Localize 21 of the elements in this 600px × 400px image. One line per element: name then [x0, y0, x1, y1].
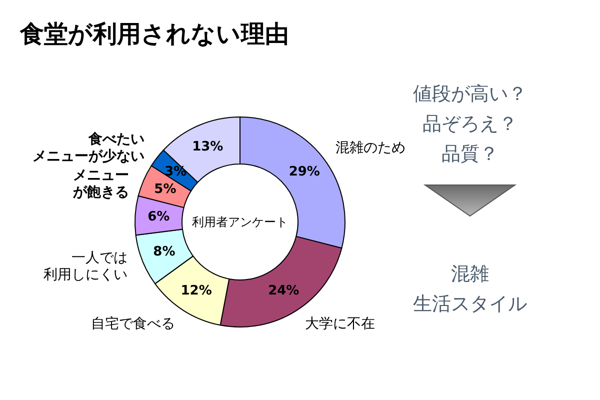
slice-label: 大学に不在	[304, 316, 375, 332]
slice-label: 食べたいメニューが少ない	[32, 131, 144, 164]
text: 品ぞろえ？	[422, 113, 518, 135]
text: 生活スタイル	[413, 293, 527, 315]
data-label: 12%	[180, 283, 212, 298]
slice-label: メニューが飽きる	[72, 167, 129, 200]
data-label: 6%	[148, 209, 170, 224]
text: 値段が高い？	[413, 83, 527, 105]
data-label: 24%	[268, 283, 300, 298]
data-label: 5%	[154, 182, 176, 198]
slice-label: 自宅で食べる	[91, 316, 176, 332]
text: 品質？	[442, 143, 498, 165]
chart-title: 食堂が利用されない理由	[19, 20, 289, 48]
slice-label: 混雑のため	[336, 140, 406, 156]
data-label: 3%	[164, 164, 187, 180]
slice-label: 一人では利用しにくい	[43, 250, 128, 284]
text: 利用者アンケート	[192, 215, 288, 229]
text: 混雑	[451, 263, 489, 285]
data-label: 13%	[192, 140, 224, 155]
data-label: 29%	[288, 164, 320, 180]
data-label: 8%	[153, 244, 176, 260]
